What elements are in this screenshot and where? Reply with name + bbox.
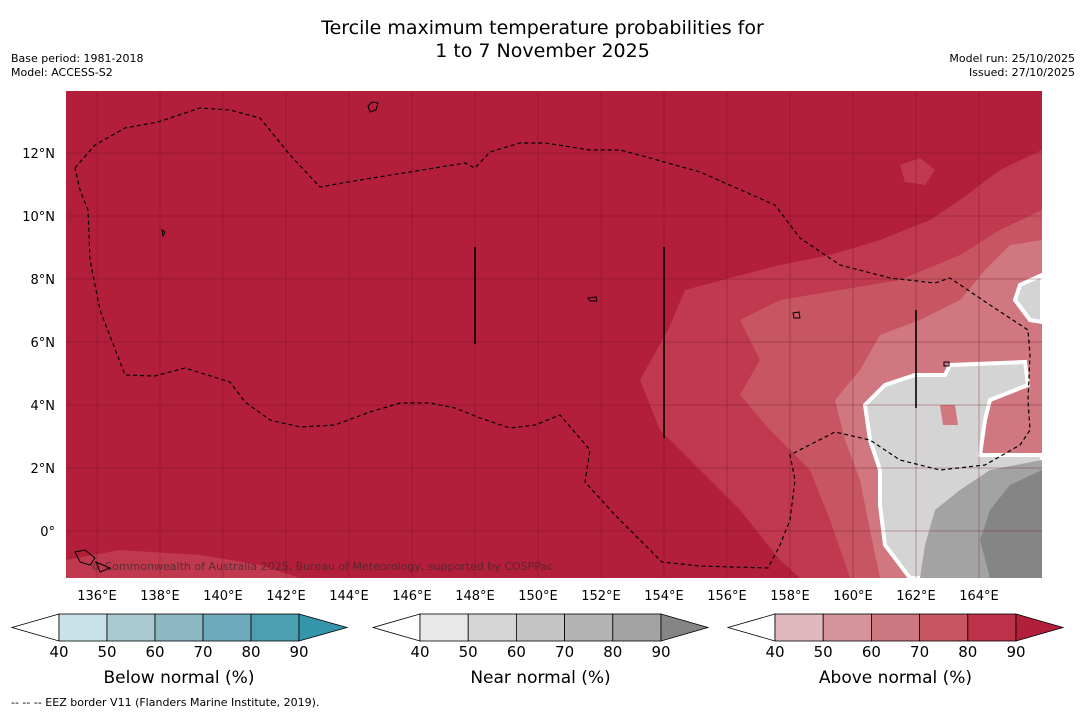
eez-footnote: -- -- -- EEZ border V11 (Flanders Marine… bbox=[11, 696, 320, 709]
colorbar-tick-label: 90 bbox=[651, 643, 671, 661]
colorbar-tick-label: 70 bbox=[193, 643, 213, 661]
colorbar-extend-low bbox=[726, 613, 776, 642]
x-tick-label: 160°E bbox=[833, 589, 873, 604]
colorbar-segment bbox=[871, 613, 921, 642]
near-90-region bbox=[980, 470, 1042, 578]
legend-title-below: Below normal (%) bbox=[103, 668, 255, 688]
x-tick-label: 164°E bbox=[959, 589, 999, 604]
colorbar-tick-label: 40 bbox=[410, 643, 430, 661]
colorbar-tick-label: 90 bbox=[1006, 643, 1026, 661]
chart-title-line2: 1 to 7 November 2025 bbox=[435, 40, 650, 62]
colorbar-near-normal bbox=[371, 613, 710, 642]
colorbar-segment bbox=[967, 613, 1017, 642]
x-tick-label: 150°E bbox=[518, 589, 558, 604]
y-tick-label: 8°N bbox=[31, 273, 56, 288]
above-80-north-patch bbox=[900, 158, 935, 185]
colorbar-extend-high bbox=[660, 613, 710, 642]
colorbar-tick-label: 80 bbox=[958, 643, 978, 661]
colorbar-tick-label: 40 bbox=[49, 643, 69, 661]
island-small-1 bbox=[161, 228, 166, 238]
x-tick-label: 146°E bbox=[392, 589, 432, 604]
colorbar-segment bbox=[106, 613, 156, 642]
colorbar-tick-label: 60 bbox=[145, 643, 165, 661]
colorbar-tick-label: 70 bbox=[910, 643, 930, 661]
colorbar-tick-label: 80 bbox=[603, 643, 623, 661]
x-tick-label: 162°E bbox=[896, 589, 936, 604]
island-small-3 bbox=[792, 311, 801, 319]
colorbar-segment bbox=[564, 613, 614, 642]
eez-borders bbox=[74, 107, 1031, 569]
y-axis-labels: 12°N 10°N 8°N 6°N 4°N 2°N 0° bbox=[22, 147, 55, 540]
x-tick-label: 152°E bbox=[581, 589, 621, 604]
colorbar-below-normal bbox=[10, 613, 349, 642]
x-tick-label: 138°E bbox=[140, 589, 180, 604]
colorbar-tick-label: 90 bbox=[289, 643, 309, 661]
colorbar-tick-label: 80 bbox=[241, 643, 261, 661]
colorbar-segment bbox=[919, 613, 969, 642]
x-tick-label: 136°E bbox=[77, 589, 117, 604]
model-run: Model run: 25/10/2025 bbox=[949, 52, 1075, 65]
x-tick-label: 158°E bbox=[770, 589, 810, 604]
base-period: Base period: 1981-2018 bbox=[11, 52, 144, 65]
island-png-coast bbox=[74, 549, 96, 566]
above-60-inset bbox=[940, 405, 958, 425]
colorbar-segment bbox=[822, 613, 872, 642]
copyright-notice: © Commonwealth of Australia 2025, Bureau… bbox=[90, 560, 553, 573]
x-tick-label: 156°E bbox=[707, 589, 747, 604]
x-tick-label: 140°E bbox=[203, 589, 243, 604]
island-small-4 bbox=[943, 361, 950, 367]
colorbar-extend-high bbox=[1015, 613, 1065, 642]
colorbar-segment bbox=[154, 613, 204, 642]
islands bbox=[74, 101, 950, 573]
colorbar-tick-label: 50 bbox=[458, 643, 478, 661]
colorbar-tick-label: 70 bbox=[555, 643, 575, 661]
colorbar-extend-low bbox=[371, 613, 421, 642]
colorbar-segment bbox=[612, 613, 662, 642]
legend-title-near: Near normal (%) bbox=[470, 668, 611, 688]
colorbar-extend-high bbox=[298, 613, 349, 642]
colorbar-tick-label: 60 bbox=[861, 643, 881, 661]
colorbar-segment bbox=[774, 613, 824, 642]
colorbar-tick-label: 40 bbox=[765, 643, 785, 661]
y-tick-label: 12°N bbox=[22, 147, 55, 162]
island-guam-area bbox=[367, 101, 379, 113]
y-tick-label: 2°N bbox=[31, 462, 56, 477]
y-tick-label: 4°N bbox=[31, 399, 56, 414]
colorbar-extend-low bbox=[10, 613, 60, 642]
colorbar-segment bbox=[58, 613, 108, 642]
chart-title-line1: Tercile maximum temperature probabilitie… bbox=[321, 17, 764, 39]
model-name: Model: ACCESS-S2 bbox=[11, 66, 113, 79]
y-tick-label: 6°N bbox=[31, 336, 56, 351]
vertical-markers bbox=[474, 247, 917, 438]
x-tick-label: 144°E bbox=[329, 589, 369, 604]
island-png-coast-2 bbox=[95, 561, 112, 573]
colorbar-tick-label: 60 bbox=[506, 643, 526, 661]
y-tick-label: 0° bbox=[40, 525, 55, 540]
eez-palau-fsm-west bbox=[74, 107, 1031, 569]
above-80-south-patch bbox=[66, 550, 300, 578]
x-axis-labels: 136°E 138°E 140°E 142°E 144°E 146°E 148°… bbox=[77, 589, 999, 604]
near-50-east-patch bbox=[1012, 272, 1042, 325]
colorbar-tick-label: 50 bbox=[97, 643, 117, 661]
colorbar-segment bbox=[419, 613, 469, 642]
map-field: © Commonwealth of Australia 2025, Bureau… bbox=[66, 91, 1042, 578]
island-small-2 bbox=[587, 296, 598, 302]
colorbar-segment bbox=[202, 613, 252, 642]
x-tick-label: 154°E bbox=[644, 589, 684, 604]
colorbar-segment bbox=[250, 613, 300, 642]
issued-date: Issued: 27/10/2025 bbox=[968, 66, 1075, 79]
x-tick-label: 142°E bbox=[266, 589, 306, 604]
x-tick-label: 148°E bbox=[455, 589, 495, 604]
colorbar-above-normal bbox=[726, 613, 1065, 642]
y-tick-label: 10°N bbox=[22, 210, 55, 225]
colorbar-tick-label: 50 bbox=[813, 643, 833, 661]
graticule bbox=[66, 91, 1042, 578]
colorbar-segment bbox=[467, 613, 517, 642]
legend-title-above: Above normal (%) bbox=[818, 668, 973, 688]
colorbar-segment bbox=[516, 613, 566, 642]
